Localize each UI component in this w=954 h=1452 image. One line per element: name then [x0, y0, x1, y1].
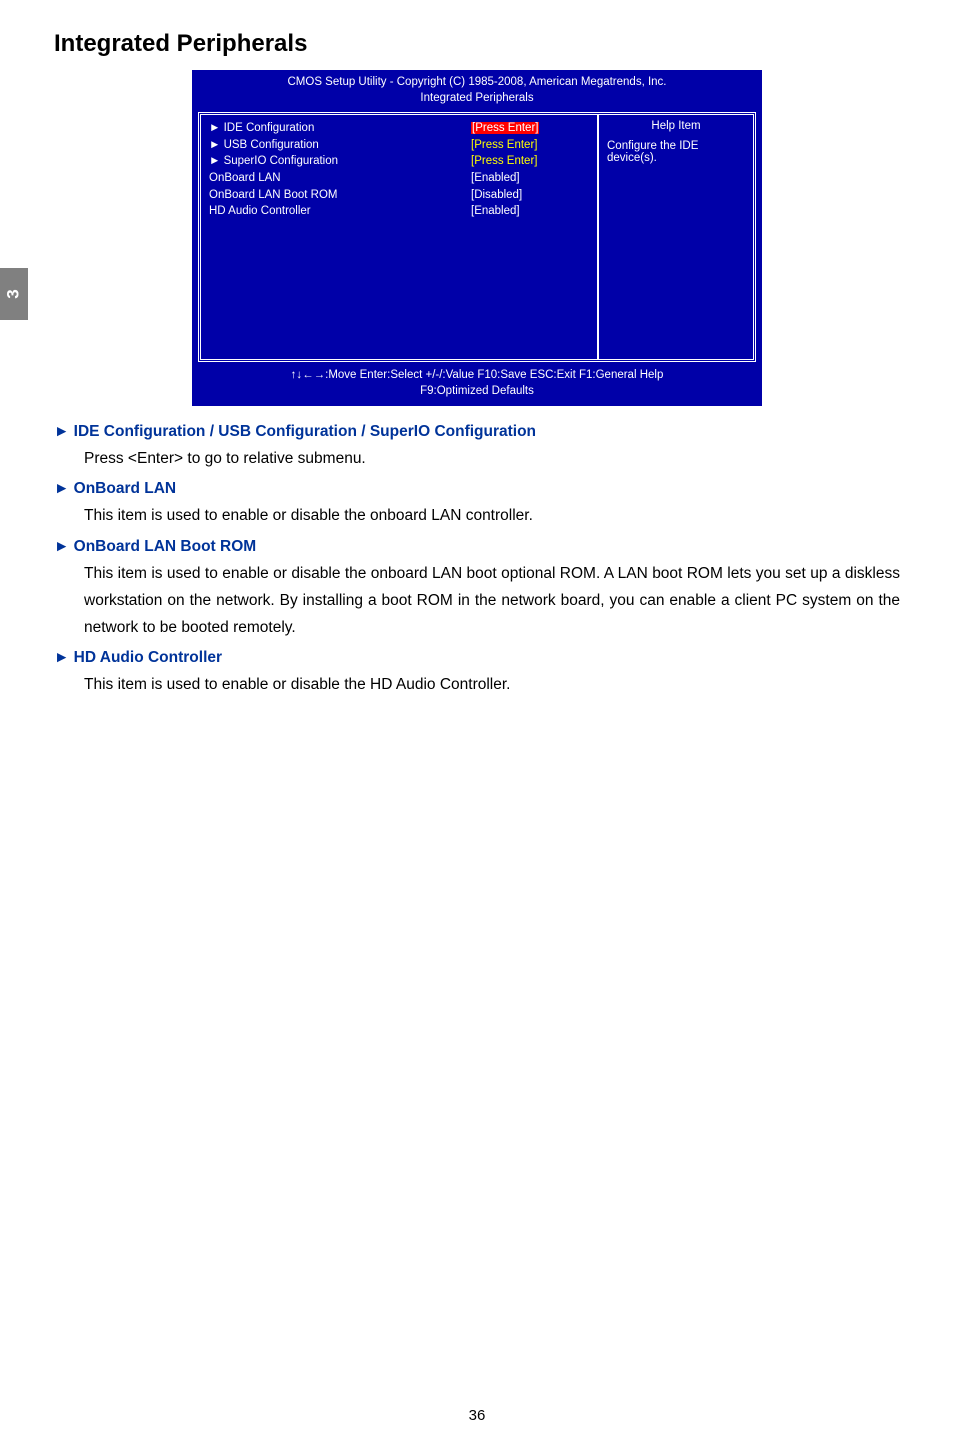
bios-item-value: [Enabled] [471, 203, 589, 220]
bios-menu-item[interactable]: ► USB Configuration[Press Enter] [209, 137, 589, 154]
bios-header: CMOS Setup Utility - Copyright (C) 1985-… [192, 70, 762, 112]
bios-item-label: OnBoard LAN [209, 170, 471, 187]
doc-heading-4: ► HD Audio Controller [54, 644, 900, 671]
doc-heading-3: ► OnBoard LAN Boot ROM [54, 533, 900, 560]
bios-item-value: [Enabled] [471, 170, 589, 187]
bios-item-value: [Press Enter] [471, 120, 589, 137]
page-content: Integrated Peripherals CMOS Setup Utilit… [0, 0, 954, 698]
doc-heading-2: ► OnBoard LAN [54, 475, 900, 502]
bios-footer: ↑↓←→:Move Enter:Select +/-/:Value F10:Sa… [192, 362, 762, 406]
bios-item-label: ► USB Configuration [209, 137, 471, 154]
doc-para-3: This item is used to enable or disable t… [84, 560, 900, 641]
bios-body: ► IDE Configuration[Press Enter]► USB Co… [198, 112, 756, 362]
bios-menu-item[interactable]: ► SuperIO Configuration[Press Enter] [209, 153, 589, 170]
bios-help-text: Configure the IDE device(s). [607, 140, 745, 164]
page-number: 36 [0, 1407, 954, 1424]
bios-menu-item[interactable]: HD Audio Controller[Enabled] [209, 203, 589, 220]
bios-screenshot: CMOS Setup Utility - Copyright (C) 1985-… [192, 70, 762, 406]
doc-para-4: This item is used to enable or disable t… [84, 671, 900, 698]
doc-heading-1: ► IDE Configuration / USB Configuration … [54, 418, 900, 445]
bios-footer-line1: ↑↓←→:Move Enter:Select +/-/:Value F10:Sa… [200, 368, 754, 384]
bios-menu-item[interactable]: OnBoard LAN[Enabled] [209, 170, 589, 187]
chapter-tab: 3 [0, 268, 28, 320]
page-title: Integrated Peripherals [54, 30, 900, 58]
bios-item-value: [Disabled] [471, 187, 589, 204]
doc-para-2: This item is used to enable or disable t… [84, 502, 900, 529]
chapter-number: 3 [4, 289, 24, 298]
bios-help-title: Help Item [607, 120, 745, 132]
bios-header-line2: Integrated Peripherals [200, 91, 754, 107]
bios-header-line1: CMOS Setup Utility - Copyright (C) 1985-… [200, 75, 754, 91]
bios-footer-line2: F9:Optimized Defaults [200, 384, 754, 400]
bios-item-label: OnBoard LAN Boot ROM [209, 187, 471, 204]
bios-item-value: [Press Enter] [471, 137, 589, 154]
bios-item-label: ► SuperIO Configuration [209, 153, 471, 170]
bios-left-panel: ► IDE Configuration[Press Enter]► USB Co… [201, 115, 597, 359]
bios-item-label: HD Audio Controller [209, 203, 471, 220]
doc-text: ► IDE Configuration / USB Configuration … [54, 418, 900, 698]
bios-item-value: [Press Enter] [471, 153, 589, 170]
bios-menu-item[interactable]: ► IDE Configuration[Press Enter] [209, 120, 589, 137]
bios-help-panel: Help Item Configure the IDE device(s). [597, 115, 753, 359]
bios-item-label: ► IDE Configuration [209, 120, 471, 137]
doc-para-1: Press <Enter> to go to relative submenu. [84, 445, 900, 472]
bios-menu-item[interactable]: OnBoard LAN Boot ROM[Disabled] [209, 187, 589, 204]
